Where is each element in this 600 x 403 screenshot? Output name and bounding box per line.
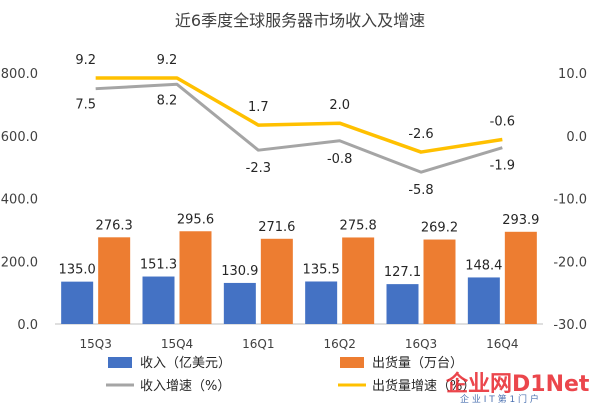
legend-label: 收入增速（%） — [140, 379, 230, 394]
axes: 0.0 200.0 400.0 600.0 800.0 -30.0 -20.0 -10.0 0.… — [1, 67, 587, 351]
revenue-bar-label: 135.0 — [59, 263, 96, 278]
x-axis-tick: 16Q4 — [486, 337, 518, 351]
x-axis-tick: 15Q3 — [79, 337, 111, 351]
x-axis-tick: 16Q3 — [405, 337, 437, 351]
x-axis-tick: 15Q4 — [161, 337, 193, 351]
shipment-bar-label: 269.2 — [421, 221, 458, 236]
right-axis-tick: 10.0 — [558, 67, 587, 82]
shipment-bar-label: 295.6 — [177, 212, 214, 227]
left-axis-tick: 800.0 — [1, 67, 38, 82]
revenue-growth-label: 8.2 — [157, 93, 178, 108]
bars — [61, 231, 537, 324]
shipment-growth-label: 9.2 — [75, 53, 96, 68]
left-axis-tick: 400.0 — [1, 193, 38, 208]
lines — [95, 76, 503, 174]
shipment-bar — [423, 239, 456, 324]
shipment-growth-line — [95, 76, 503, 154]
right-axis-tick: -20.0 — [553, 255, 587, 270]
left-axis-tick: 0.0 — [17, 318, 38, 333]
watermark-tagline: 企 业 I T 第 1 门 户 — [460, 393, 539, 403]
shipment-bar — [98, 237, 131, 324]
revenue-bar-label: 127.1 — [384, 265, 421, 280]
revenue-bar — [467, 277, 500, 324]
left-axis-tick: 200.0 — [1, 255, 38, 270]
revenue-growth-line — [95, 82, 503, 174]
revenue-growth-label: -1.9 — [490, 159, 515, 174]
shipment-bar — [179, 231, 212, 324]
shipment-bar-label: 275.8 — [340, 218, 377, 233]
shipment-bar-label: 276.3 — [96, 218, 133, 233]
legend-swatch — [340, 357, 364, 368]
shipment-bar-label: 293.9 — [502, 213, 539, 228]
shipment-bar — [504, 231, 537, 324]
shipment-growth-label: 9.2 — [157, 53, 178, 68]
watermark-logo: 企业网D1Net — [445, 371, 590, 397]
right-axis-tick: -30.0 — [553, 318, 587, 333]
revenue-bar-label: 130.9 — [221, 264, 258, 279]
data-labels: 135.0 151.3 130.9 135.5 127.1 148.4 276.3 295.6… — [59, 53, 540, 280]
shipment-growth-label: -2.6 — [408, 127, 433, 142]
chart-title: 近6季度全球服务器市场收入及增速 — [175, 11, 425, 30]
revenue-bar-label: 148.4 — [465, 258, 502, 273]
revenue-bar — [142, 276, 175, 324]
revenue-growth-label: 7.5 — [75, 98, 96, 113]
revenue-growth-label: -5.8 — [408, 183, 433, 198]
revenue-bar-label: 151.3 — [140, 258, 177, 273]
revenue-bar — [386, 284, 419, 324]
revenue-bar-label: 135.5 — [303, 262, 340, 277]
right-axis-tick: 0.0 — [566, 130, 587, 145]
shipment-bar — [260, 238, 293, 324]
right-axis-tick: -10.0 — [553, 193, 587, 208]
shipment-growth-label: -0.6 — [490, 115, 515, 130]
revenue-growth-label: -2.3 — [246, 161, 271, 176]
left-axis-tick: 600.0 — [1, 130, 38, 145]
revenue-bar — [223, 282, 256, 324]
shipment-bar — [342, 237, 375, 324]
x-axis-tick: 16Q2 — [323, 337, 355, 351]
x-axis-tick: 16Q1 — [242, 337, 274, 351]
shipment-growth-label: 1.7 — [248, 100, 269, 115]
legend: 收入（亿美元） 出货量（万台） 收入增速（%） 出货量增速（%） — [106, 355, 475, 394]
legend-label: 出货量增速（%） — [372, 378, 475, 394]
revenue-growth-label: -0.8 — [327, 152, 352, 167]
revenue-bar — [305, 281, 338, 324]
legend-label: 收入（亿美元） — [140, 356, 231, 371]
revenue-bar — [61, 281, 94, 324]
legend-label: 出货量（万台） — [372, 355, 463, 371]
shipment-bar-label: 271.6 — [258, 220, 295, 235]
shipment-growth-label: 2.0 — [329, 98, 350, 113]
legend-swatch — [108, 357, 132, 368]
